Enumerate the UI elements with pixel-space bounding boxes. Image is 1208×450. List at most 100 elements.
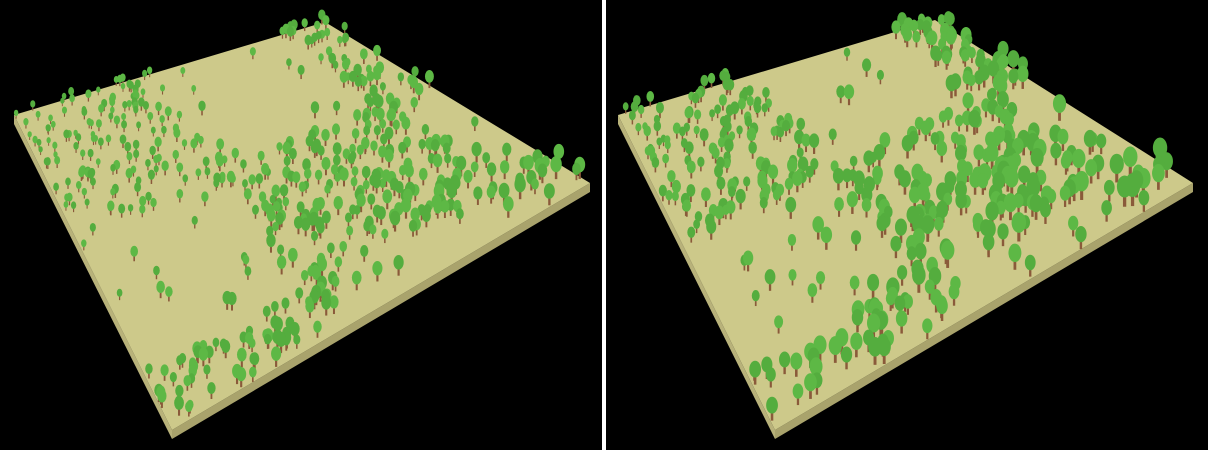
tree-trunk (160, 400, 163, 408)
tree-trunk (182, 72, 184, 77)
tree-trunk (296, 342, 298, 349)
tree-crown (381, 228, 389, 239)
tree-trunk (412, 229, 414, 237)
tree-crown (321, 295, 332, 310)
tree-trunk (449, 208, 452, 216)
tree-crown (279, 184, 289, 197)
tree-crown (834, 197, 844, 212)
tree-trunk (422, 178, 425, 186)
tree-crown (293, 215, 303, 229)
tree-crown (96, 86, 101, 93)
tree-crown (314, 20, 321, 30)
tree-trunk (414, 194, 417, 202)
tree-trunk (348, 233, 351, 240)
tree-trunk (47, 164, 49, 170)
tree-crown (832, 167, 844, 184)
tree-crown (667, 170, 676, 183)
tree-crown (1101, 200, 1112, 216)
tree-trunk (50, 120, 52, 124)
tree-trunk (240, 359, 243, 368)
tree-crown (828, 128, 837, 141)
tree-trunk (779, 135, 782, 143)
tree-trunk (726, 166, 728, 173)
tree-trunk (647, 153, 649, 160)
tree-crown (321, 157, 331, 170)
tree-crown (701, 187, 711, 202)
tree-crown (796, 117, 806, 131)
tree-crown (543, 183, 555, 199)
tree-crown (912, 30, 921, 43)
tree-trunk (142, 93, 144, 98)
tree-trunk (161, 90, 164, 95)
tree-crown (327, 242, 335, 254)
tree-trunk (1031, 207, 1034, 217)
tree-trunk (805, 144, 808, 153)
tree-trunk (132, 172, 135, 177)
tree-trunk (764, 110, 766, 117)
tree-trunk (128, 86, 131, 92)
tree-crown (150, 126, 156, 134)
tree-crown (742, 250, 754, 266)
tree-trunk (315, 277, 318, 286)
tree-trunk (149, 72, 151, 78)
tree-trunk (1050, 200, 1053, 210)
tree-trunk (97, 163, 99, 168)
tree-trunk (265, 315, 268, 322)
tree-trunk (675, 132, 678, 139)
tree-trunk (247, 274, 249, 280)
tree-trunk (813, 145, 816, 154)
tree-trunk (382, 89, 384, 95)
tree-crown (180, 67, 186, 75)
tree-trunk (933, 281, 937, 293)
tree-trunk (882, 352, 886, 365)
tree-crown (810, 158, 819, 170)
tree-crown (276, 255, 287, 269)
tree-trunk (443, 210, 446, 219)
tree-trunk (649, 100, 652, 107)
tree-trunk (388, 160, 391, 168)
tree-trunk (307, 43, 309, 50)
tree-trunk (507, 208, 510, 218)
tree-crown (658, 184, 667, 197)
tree-trunk (473, 170, 476, 177)
tree-crown (943, 192, 953, 206)
tree-crown (920, 120, 931, 136)
tree-crown (850, 332, 863, 351)
tree-crown (279, 26, 286, 36)
tree-crown (473, 186, 483, 200)
tree-trunk (687, 116, 690, 124)
tree-trunk (700, 95, 702, 103)
tree-crown (266, 233, 276, 248)
tree-trunk (999, 212, 1002, 221)
tree-trunk (625, 109, 627, 114)
tree-trunk (290, 179, 293, 187)
tree-trunk (934, 58, 937, 68)
tree-crown (363, 220, 372, 232)
tree-trunk (751, 151, 754, 159)
tree-crown (32, 135, 38, 144)
tree-trunk (1017, 229, 1021, 242)
tree-crown (499, 160, 510, 174)
tree-trunk (389, 119, 392, 126)
tree-crown (359, 48, 368, 60)
tree-crown (514, 176, 526, 193)
tree-crown (982, 233, 995, 251)
tree-trunk (15, 115, 17, 119)
tree-crown (646, 91, 655, 102)
tree-crown (149, 145, 156, 156)
tree-crown (408, 219, 418, 232)
tree-trunk (894, 248, 898, 259)
tree-trunk (783, 364, 786, 375)
tree-trunk (575, 173, 578, 181)
tree-crown (867, 273, 880, 292)
tree-crown (1018, 165, 1031, 184)
tree-trunk (867, 163, 870, 173)
tree-trunk (267, 174, 269, 180)
tree-trunk (67, 184, 69, 189)
tree-trunk (226, 302, 229, 310)
tree-trunk (998, 115, 1001, 123)
tree-crown (1138, 189, 1150, 206)
tree-trunk (729, 211, 732, 220)
tree-trunk (1064, 166, 1068, 175)
tree-trunk (122, 80, 124, 86)
